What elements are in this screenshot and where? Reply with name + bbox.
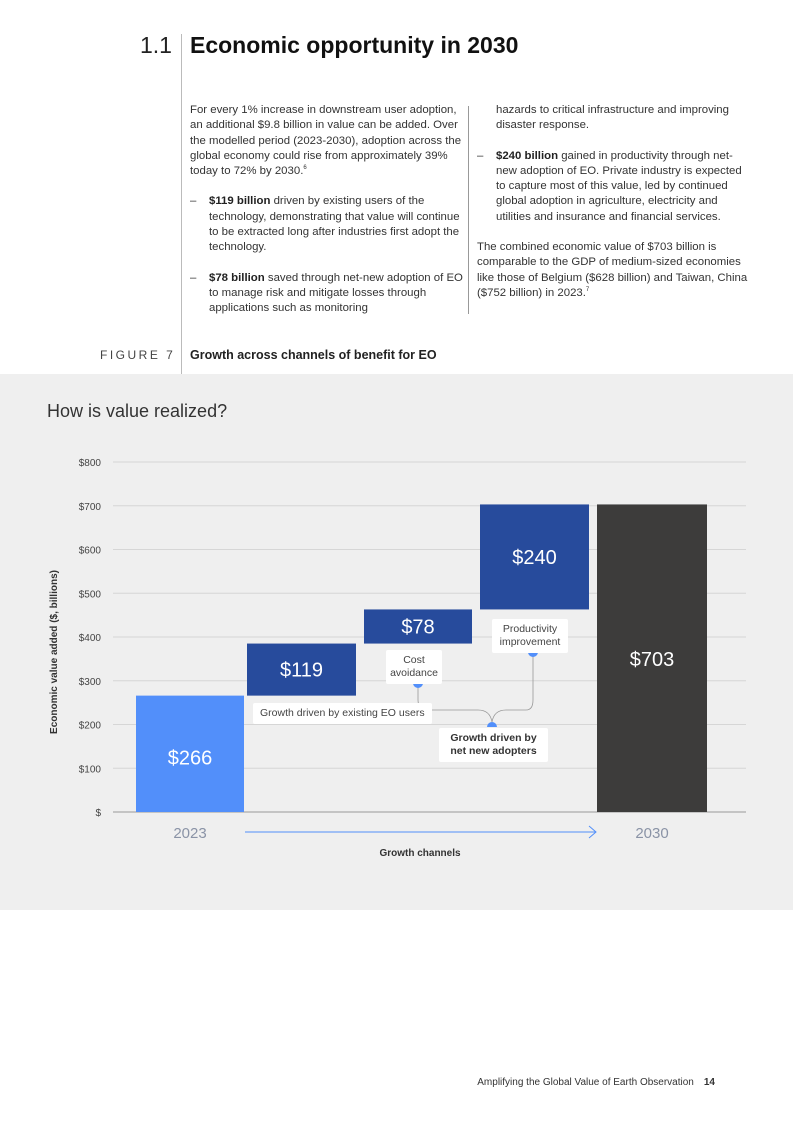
annotation-productivity: Productivity improvement xyxy=(492,619,568,653)
bar xyxy=(480,504,589,610)
connector-dot-net-new xyxy=(487,722,497,727)
bar-value-label: $78 xyxy=(401,617,434,639)
page-title: Economic opportunity in 2030 xyxy=(190,32,519,58)
x-axis-label: Growth channels xyxy=(379,848,461,859)
bullet-78-continued: hazards to critical infrastructure and i… xyxy=(496,104,729,132)
bar xyxy=(136,695,244,812)
column-divider xyxy=(468,106,469,314)
body-column-left: For every 1% increase in downstream user… xyxy=(190,103,465,332)
annotation-cost-avoidance: Cost avoidance xyxy=(386,650,442,684)
arrow-head-icon xyxy=(588,825,597,839)
x-tick-2023: 2023 xyxy=(173,825,206,842)
bar xyxy=(364,609,472,644)
chart-title: How is value realized? xyxy=(47,401,228,421)
bar-value-label: $703 xyxy=(630,649,675,671)
y-axis-label: Economic value added ($, billions) xyxy=(49,570,60,734)
intro-paragraph: For every 1% increase in downstream user… xyxy=(190,104,462,178)
figure-label: FIGURE 7 xyxy=(100,348,176,362)
connector-dot-cost xyxy=(413,683,423,688)
y-tick-label: $300 xyxy=(79,677,102,688)
bar-value-label: $266 xyxy=(168,747,213,769)
x-tick-2030: 2030 xyxy=(635,825,668,842)
footer: Amplifying the Global Value of Earth Obs… xyxy=(477,1077,715,1088)
section-divider xyxy=(181,34,182,374)
y-tick-label: $600 xyxy=(79,546,102,557)
bar xyxy=(597,504,707,812)
y-tick-label: $800 xyxy=(79,458,102,469)
connector-dot-productivity xyxy=(528,652,538,657)
y-tick-label: $200 xyxy=(79,721,102,732)
y-tick-label: $500 xyxy=(79,589,102,600)
bar-value-label: $119 xyxy=(280,660,323,682)
bullet-240: $240 billion gained in productivity thro… xyxy=(477,149,752,225)
bullet-119: $119 billion driven by existing users of… xyxy=(190,194,465,255)
figure-title: Growth across channels of benefit for EO xyxy=(190,348,437,362)
page-number: 14 xyxy=(703,1077,715,1088)
closing-paragraph: The combined economic value of $703 bill… xyxy=(477,241,748,299)
y-tick-label: $700 xyxy=(79,502,102,513)
section-number: 1.1 xyxy=(140,32,172,58)
annotation-existing-users: Growth driven by existing EO users xyxy=(253,703,432,724)
bar xyxy=(247,643,356,696)
y-tick-label: $ xyxy=(95,808,101,819)
y-tick-label: $100 xyxy=(79,764,102,775)
annotation-net-new-adopters: Growth driven by net new adopters xyxy=(439,728,548,762)
body-column-right: hazards to critical infrastructure and i… xyxy=(477,103,752,316)
footer-title: Amplifying the Global Value of Earth Obs… xyxy=(477,1077,694,1088)
bullet-78: $78 billion saved through net-new adopti… xyxy=(190,271,465,317)
bar-value-label: $240 xyxy=(512,547,557,569)
y-tick-label: $400 xyxy=(79,633,102,644)
